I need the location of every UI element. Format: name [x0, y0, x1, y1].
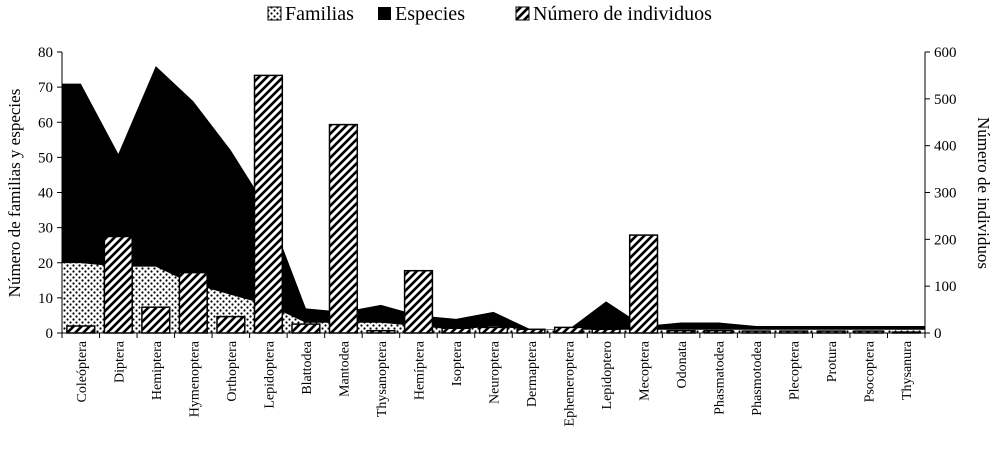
legend-label-familias: Familias: [285, 3, 354, 25]
bar-individuos: [591, 328, 621, 334]
x-tick-label: Orthoptera: [225, 340, 240, 401]
bar-individuos: [178, 271, 208, 334]
x-tick-label: Neuroptera: [488, 340, 503, 404]
y-tick-label-left: 0: [46, 326, 54, 342]
x-tick-label: Coleóptera: [75, 340, 90, 402]
x-tick-label: Mecoptera: [638, 340, 653, 401]
x-tick-label: Hemíptera: [413, 340, 428, 400]
x-tick-label: Hemiptera: [150, 340, 165, 400]
x-tick-label: Phasmotodea: [750, 340, 765, 415]
bar-individuos: [103, 235, 133, 334]
y-tick-label-right: 200: [934, 232, 957, 248]
bar-individuos: [478, 326, 509, 334]
bar-individuos: [328, 123, 359, 334]
bar-individuos: [253, 74, 284, 334]
y-tick-label-left: 50: [38, 150, 53, 166]
x-tick-label: Blattodea: [300, 340, 315, 394]
x-tick-label: Psocoptera: [863, 340, 878, 402]
bar-individuos: [403, 269, 434, 334]
x-tick-label: Thysanura: [900, 340, 915, 400]
bar-individuos: [66, 325, 96, 334]
legend-label-individuos: Número de individuos: [533, 3, 712, 25]
legend-swatch-familias: [267, 6, 282, 21]
x-tick-label: Protura: [825, 340, 840, 382]
bar-individuos: [628, 234, 659, 334]
plot-area: 0 10 20 30 40 50 60 70 80 0 100 200 300 400 500 600 Cole…: [38, 45, 957, 426]
x-tick-label: Thysanoptera: [375, 340, 390, 417]
legend-item-familias: Familias: [267, 3, 354, 25]
y-tick-label-left: 30: [38, 221, 53, 237]
y-tick-label-left: 80: [38, 45, 53, 61]
y-axis-right-title: Número de individuos: [974, 117, 993, 269]
bar-individuos: [553, 326, 584, 334]
bar-individuos: [441, 327, 471, 334]
y-tick-label-right: 300: [934, 186, 957, 202]
x-tick-label: Ephemeroptera: [563, 340, 578, 426]
bar-individuos: [141, 306, 171, 334]
x-tick-label: Dermaptera: [525, 340, 540, 407]
x-tick-label: Odonata: [675, 340, 690, 388]
bar-individuos: [216, 315, 246, 334]
y-tick-label-right: 600: [934, 45, 957, 61]
bar-individuos: [291, 323, 321, 334]
x-tick-label: Isoptera: [450, 340, 465, 386]
legend-swatch-individuos: [515, 6, 530, 21]
y-tick-label-left: 40: [38, 186, 53, 202]
y-tick-label-left: 70: [38, 80, 53, 96]
x-tick-label: Lepidoptera: [262, 340, 277, 408]
y-tick-label-right: 100: [934, 279, 957, 295]
legend-swatch-especies: [378, 7, 391, 20]
x-tick-label: Plecoptera: [788, 340, 803, 400]
legend-item-individuos: Número de individuos: [515, 3, 712, 25]
y-tick-label-left: 60: [38, 115, 53, 131]
y-tick-label-right: 500: [934, 92, 957, 108]
x-tick-label: Diptera: [112, 340, 127, 383]
y-tick-label-right: 400: [934, 139, 957, 155]
y-tick-label-left: 20: [38, 256, 53, 272]
x-tick-label: Mantodea: [337, 340, 352, 397]
x-tick-label: Lepidoptero: [600, 341, 615, 409]
y-tick-label-left: 10: [38, 291, 53, 307]
legend: Familias Especies Número de individuos: [267, 3, 712, 25]
x-tick-label: Phasmatodea: [713, 340, 728, 415]
y-axis-left-title: Número de familias y especies: [5, 89, 24, 298]
legend-item-especies: Especies: [378, 3, 465, 25]
bar-individuos: [516, 328, 546, 334]
x-tick-label: Hymenoptera: [187, 340, 202, 417]
y-tick-label-right: 0: [934, 326, 942, 342]
legend-label-especies: Especies: [395, 3, 465, 25]
